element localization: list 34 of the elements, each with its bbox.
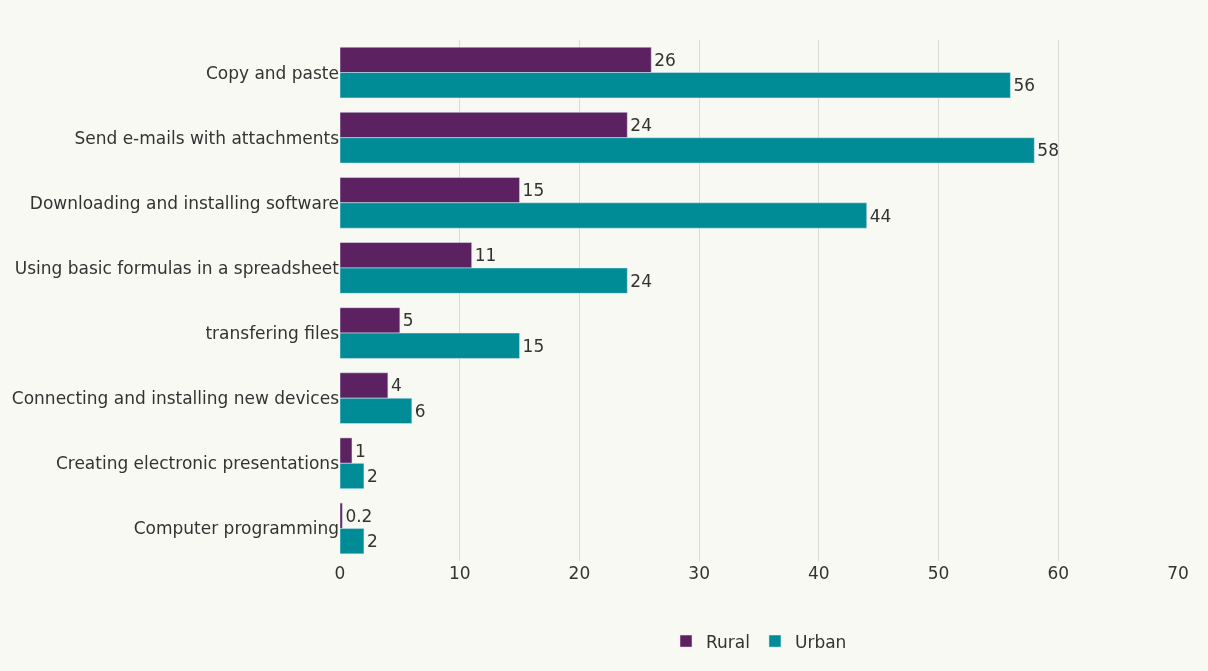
data-label: 4 [390,375,402,396]
data-label: 24 [630,114,652,135]
data-label: 2 [366,531,378,552]
y-tick-label: Creating electronic presentations [55,453,340,474]
data-label: 1 [354,440,366,461]
data-label: 26 [654,49,676,70]
y-tick-label: transfering files [205,323,340,344]
x-tick-label: 50 [927,563,950,583]
data-label: 44 [869,205,892,226]
y-tick-label: Send e-mails with attachments [74,127,340,148]
y-tick-label: Using basic formulas in a spreadsheet [14,257,340,278]
data-label: 15 [522,180,545,201]
y-tick-label: Connecting and installing new devices [11,388,340,409]
data-label: 56 [1013,75,1036,96]
data-label: 2 [366,466,378,487]
data-label: 0.2 [345,505,373,526]
x-tick-label: 60 [1047,563,1070,583]
data-label: 24 [630,270,652,291]
x-tick-label: 0 [334,563,346,583]
data-label: 6 [414,400,426,421]
y-tick-label: Downloading and installing software [29,192,339,213]
x-tick-label: 70 [1167,563,1189,583]
data-label: 11 [474,245,497,266]
x-tick-label: 20 [568,563,591,583]
data-label: 5 [402,310,414,331]
legend-label: Rural [706,631,750,652]
data-label: 15 [522,335,545,356]
x-tick-label: 40 [808,563,830,583]
data-label: 58 [1037,140,1059,161]
legend-label: Urban [794,631,847,652]
y-tick-label: Copy and paste [205,62,339,83]
y-tick-label: Computer programming [133,518,339,539]
x-tick-label: 10 [448,563,471,583]
x-tick-label: 30 [688,563,710,583]
